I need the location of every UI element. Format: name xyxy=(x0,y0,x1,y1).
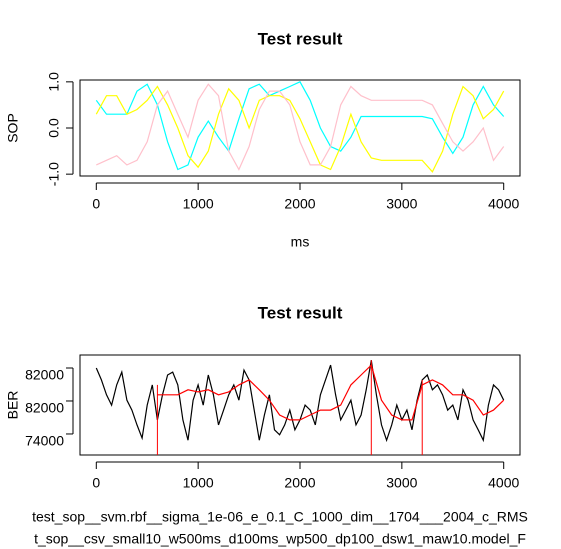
plot-box xyxy=(79,354,521,456)
y-tick-label: 74000 xyxy=(25,433,64,449)
y-axis-label: BER xyxy=(5,391,21,420)
series-line xyxy=(95,81,505,171)
y-axis-label: SOP xyxy=(5,113,21,143)
x-tick-label: 3000 xyxy=(386,475,417,491)
chart-title: Test result xyxy=(258,29,343,48)
x-axis-label: ms xyxy=(291,234,310,250)
series-line xyxy=(96,83,505,171)
y-tick-label: -1.0 xyxy=(46,162,62,186)
y-tick-label: 0.0 xyxy=(46,118,62,138)
x-axis-label: test_sop__svm.rbf__sigma_1e-06_e_0.1_C_1… xyxy=(32,509,528,525)
x-tick-label: 0 xyxy=(92,475,100,491)
x-tick-label: 0 xyxy=(92,196,100,212)
series-line xyxy=(157,363,505,421)
x-tick-label: 4000 xyxy=(488,475,519,491)
y-tick-label: 1.0 xyxy=(46,72,62,92)
x-tick-label: 1000 xyxy=(183,475,214,491)
x-tick-label: 3000 xyxy=(386,196,417,212)
plot-box xyxy=(79,79,521,177)
x-tick-label: 2000 xyxy=(284,196,315,212)
x-tick-label: 1000 xyxy=(183,196,214,212)
x-tick-label: 2000 xyxy=(284,475,315,491)
chart-title: Test result xyxy=(258,303,343,322)
series-line xyxy=(95,85,505,173)
x-axis-label: t_sop__csv_small10_w500ms_d100ms_wp500_d… xyxy=(34,531,526,547)
y-tick-label: 82000 xyxy=(25,400,64,416)
y-tick-label: 82000 xyxy=(25,367,64,383)
x-tick-label: 4000 xyxy=(488,196,519,212)
